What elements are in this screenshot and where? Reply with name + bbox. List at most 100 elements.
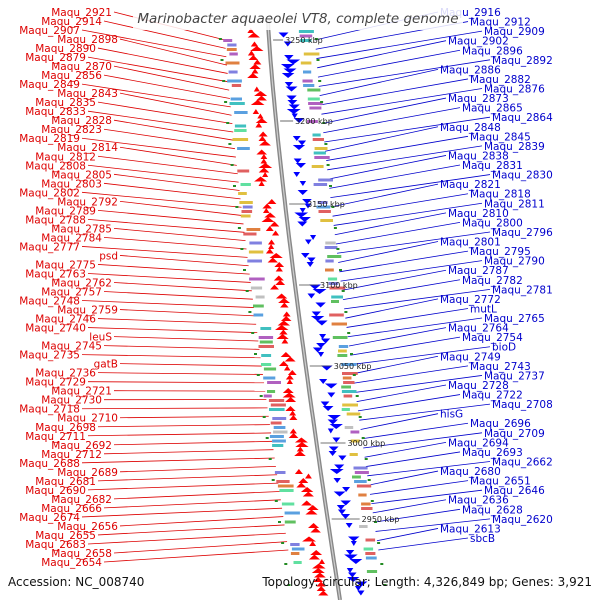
- reverse-gene-label[interactable]: Maqu_2689: [57, 467, 118, 479]
- reverse-gene-label[interactable]: Maqu_2656: [57, 521, 118, 533]
- reverse-gene-label[interactable]: Maqu_2688: [19, 458, 80, 470]
- reverse-gene-label[interactable]: Maqu_2921: [51, 7, 112, 19]
- reverse-gene-label[interactable]: Maqu_2683: [25, 539, 86, 551]
- forward-gene-label[interactable]: Maqu_2765: [484, 313, 545, 325]
- reverse-gene-label[interactable]: leuS: [89, 332, 112, 344]
- reverse-gene-label[interactable]: Maqu_2812: [35, 151, 96, 163]
- forward-gene-label[interactable]: Maqu_2800: [462, 217, 523, 229]
- forward-gene-label[interactable]: Maqu_2628: [462, 504, 523, 516]
- forward-gene-label[interactable]: Maqu_2876: [484, 84, 545, 96]
- forward-gene-label[interactable]: Maqu_2693: [462, 447, 523, 459]
- reverse-gene-label[interactable]: Maqu_2823: [41, 124, 102, 136]
- forward-gene-label[interactable]: Maqu_2821: [440, 179, 501, 191]
- forward-gene-label[interactable]: Maqu_2737: [484, 370, 545, 382]
- reverse-gene-label[interactable]: Maqu_2735: [19, 350, 80, 362]
- reverse-gene-label[interactable]: Maqu_2666: [41, 503, 102, 515]
- forward-gene-label[interactable]: Maqu_2754: [462, 332, 523, 344]
- forward-gene-label[interactable]: Maqu_2782: [462, 275, 523, 287]
- reverse-gene-label[interactable]: Maqu_2746: [35, 314, 96, 326]
- forward-gene-label[interactable]: Maqu_2787: [448, 265, 509, 277]
- reverse-gene-label[interactable]: Maqu_2819: [19, 133, 80, 145]
- forward-gene-label[interactable]: hisG: [440, 409, 463, 421]
- forward-gene-label[interactable]: Maqu_2873: [448, 93, 509, 105]
- reverse-gene-label[interactable]: Maqu_2721: [51, 386, 112, 398]
- reverse-gene-label[interactable]: Maqu_2718: [19, 404, 80, 416]
- reverse-gene-label[interactable]: Maqu_2730: [41, 395, 102, 407]
- forward-gene-label[interactable]: Maqu_2722: [462, 390, 523, 402]
- reverse-gene-label[interactable]: Maqu_2762: [51, 277, 112, 289]
- reverse-gene-label[interactable]: Maqu_2692: [51, 440, 112, 452]
- forward-gene-label[interactable]: Maqu_2764: [448, 323, 509, 335]
- reverse-gene-label[interactable]: Maqu_2745: [41, 341, 102, 353]
- forward-gene-label[interactable]: Maqu_2772: [440, 294, 501, 306]
- forward-gene-label[interactable]: Maqu_2839: [484, 141, 545, 153]
- reverse-gene-label[interactable]: Maqu_2849: [19, 79, 80, 91]
- forward-gene-label[interactable]: Maqu_2811: [484, 198, 545, 210]
- reverse-gene-label[interactable]: Maqu_2907: [19, 25, 80, 37]
- reverse-gene-label[interactable]: Maqu_2736: [35, 368, 96, 380]
- reverse-gene-label[interactable]: Maqu_2914: [41, 16, 102, 28]
- forward-gene-label[interactable]: Maqu_2818: [470, 189, 531, 201]
- forward-gene-label[interactable]: Maqu_2831: [462, 160, 523, 172]
- forward-gene-label[interactable]: Maqu_2613: [440, 523, 501, 535]
- forward-gene-label[interactable]: Maqu_2892: [492, 55, 553, 67]
- forward-gene-label[interactable]: Maqu_2912: [470, 17, 531, 29]
- forward-gene-label[interactable]: Maqu_2708: [492, 399, 553, 411]
- reverse-gene-label[interactable]: Maqu_2784: [41, 232, 102, 244]
- reverse-gene-label[interactable]: Maqu_2890: [35, 43, 96, 55]
- forward-gene-label[interactable]: mutL: [470, 303, 497, 315]
- forward-gene-label[interactable]: Maqu_2865: [462, 103, 523, 115]
- reverse-gene-label[interactable]: Maqu_2711: [25, 431, 86, 443]
- reverse-gene-label[interactable]: Maqu_2856: [41, 70, 102, 82]
- reverse-gene-label[interactable]: Maqu_2808: [25, 160, 86, 172]
- reverse-gene-label[interactable]: Maqu_2789: [35, 205, 96, 217]
- forward-gene-label[interactable]: bioD: [492, 342, 516, 354]
- forward-gene-label[interactable]: Maqu_2801: [440, 237, 501, 249]
- reverse-gene-label[interactable]: Maqu_2748: [19, 296, 80, 308]
- reverse-gene-label[interactable]: Maqu_2833: [25, 106, 86, 118]
- forward-gene-label[interactable]: Maqu_2845: [470, 131, 531, 143]
- reverse-gene-label[interactable]: Maqu_2740: [25, 323, 86, 335]
- reverse-gene-label[interactable]: Maqu_2655: [35, 530, 96, 542]
- reverse-gene-label[interactable]: Maqu_2870: [51, 61, 112, 73]
- forward-gene-label[interactable]: Maqu_2795: [470, 246, 531, 258]
- forward-gene-label[interactable]: Maqu_2694: [448, 437, 509, 449]
- forward-gene-label[interactable]: Maqu_2790: [484, 256, 545, 268]
- forward-gene-label[interactable]: Maqu_2810: [448, 208, 509, 220]
- reverse-gene-label[interactable]: Maqu_2835: [35, 97, 96, 109]
- reverse-gene-label[interactable]: Maqu_2674: [19, 512, 80, 524]
- reverse-gene-label[interactable]: Maqu_2759: [57, 305, 118, 317]
- reverse-gene-label[interactable]: Maqu_2710: [57, 413, 118, 425]
- reverse-gene-label[interactable]: Maqu_2690: [25, 485, 86, 497]
- reverse-gene-label[interactable]: Maqu_2785: [51, 223, 112, 235]
- reverse-gene-label[interactable]: Maqu_2803: [41, 178, 102, 190]
- reverse-gene-label[interactable]: Maqu_2792: [57, 196, 118, 208]
- forward-gene-label[interactable]: Maqu_2662: [492, 456, 553, 468]
- reverse-gene-label[interactable]: Maqu_2729: [25, 377, 86, 389]
- forward-gene-label[interactable]: Maqu_2709: [484, 428, 545, 440]
- forward-gene-label[interactable]: Maqu_2696: [470, 418, 531, 430]
- forward-gene-label[interactable]: Maqu_2848: [440, 122, 501, 134]
- reverse-gene-label[interactable]: Maqu_2898: [57, 34, 118, 46]
- forward-gene-label[interactable]: Maqu_2620: [492, 514, 553, 526]
- reverse-gene-label[interactable]: Maqu_2843: [57, 88, 118, 100]
- reverse-gene-label[interactable]: Maqu_2828: [51, 115, 112, 127]
- forward-gene-label[interactable]: Maqu_2838: [448, 150, 509, 162]
- reverse-gene-label[interactable]: Maqu_2698: [35, 422, 96, 434]
- reverse-gene-label[interactable]: Maqu_2802: [19, 187, 80, 199]
- forward-gene-label[interactable]: Maqu_2830: [492, 170, 553, 182]
- reverse-gene-label[interactable]: Maqu_2805: [51, 169, 112, 181]
- forward-gene-label[interactable]: sbcB: [470, 533, 495, 545]
- forward-gene-label[interactable]: Maqu_2749: [440, 351, 501, 363]
- reverse-gene-label[interactable]: Maqu_2757: [41, 287, 102, 299]
- forward-gene-label[interactable]: Maqu_2636: [448, 495, 509, 507]
- reverse-gene-label[interactable]: Maqu_2775: [35, 259, 96, 271]
- forward-gene-label[interactable]: Maqu_2882: [470, 74, 531, 86]
- forward-gene-label[interactable]: Maqu_2651: [470, 476, 531, 488]
- forward-gene-label[interactable]: Maqu_2796: [492, 227, 553, 239]
- reverse-gene-label[interactable]: Maqu_2658: [51, 548, 112, 560]
- reverse-gene-label[interactable]: Maqu_2654: [41, 557, 102, 569]
- forward-gene-label[interactable]: Maqu_2864: [492, 112, 553, 124]
- forward-gene-label[interactable]: Maqu_2680: [440, 466, 501, 478]
- forward-gene-label[interactable]: Maqu_2743: [470, 361, 531, 373]
